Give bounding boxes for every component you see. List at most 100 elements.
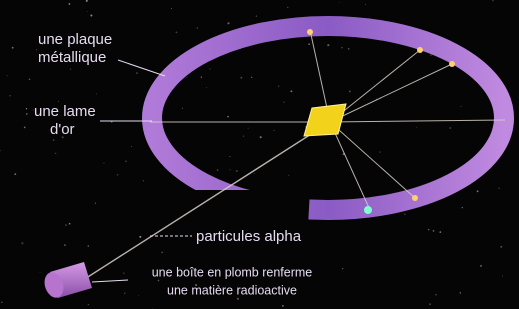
star [1,301,3,303]
star [138,295,139,296]
star [88,304,89,305]
star [14,173,16,175]
star [64,244,66,246]
star [274,130,275,131]
star [209,68,210,69]
star [70,68,71,69]
star [500,246,502,248]
star [492,0,493,1]
star [7,75,8,76]
star [197,27,199,29]
star [435,294,436,295]
source-label: une boîte en plomb renferme [152,265,313,279]
star [236,170,238,172]
star [260,136,262,138]
star [348,48,350,50]
star [416,127,417,128]
star [125,161,127,163]
star [308,43,310,45]
star [460,106,461,107]
star [90,14,92,16]
star [201,76,202,77]
star [9,95,11,97]
star [117,174,119,176]
star [376,98,377,99]
star [342,268,343,269]
star [176,32,178,34]
foil-label: une lame [34,103,96,120]
star [161,252,162,253]
star [462,207,463,208]
star [450,127,451,128]
star [288,175,289,176]
star [182,108,183,109]
star [428,229,430,231]
star [136,72,138,74]
star [404,214,405,215]
star [278,86,279,87]
star [341,47,343,49]
star [55,153,56,154]
star [460,292,461,293]
star [230,156,231,157]
star [40,272,41,273]
star [433,230,435,232]
star [480,265,482,267]
plate-label: métallique [38,49,106,66]
star [26,108,27,109]
star [206,87,207,88]
star [227,22,229,24]
star [254,173,255,174]
diagram: une plaque métallique une lame d'or part… [0,0,519,309]
impact [412,195,418,201]
star [502,276,503,277]
star [95,203,96,204]
star [124,293,125,294]
star [88,245,90,247]
star [287,7,288,8]
plate-label: une plaque [38,31,112,48]
star [256,16,257,17]
impact [449,61,455,67]
star [282,305,284,307]
star [143,180,144,181]
star [339,2,340,3]
star [251,77,252,78]
star [365,4,366,5]
star [58,101,59,102]
impact [307,29,313,35]
star [68,3,70,5]
star [217,169,219,171]
star [26,113,27,114]
star [69,223,71,225]
star [380,152,381,153]
source-label: une matière radioactive [167,283,297,297]
star [477,190,479,192]
star [29,79,31,81]
star [131,146,132,147]
star [123,272,124,273]
star [103,162,104,163]
star [230,169,231,170]
foil-label: d'or [50,121,75,138]
star [171,8,172,9]
star [240,77,242,79]
star [430,54,431,55]
star [290,90,292,92]
star [36,49,37,50]
star [243,136,244,137]
star [429,303,431,305]
star [283,102,284,103]
particles-label: particules alpha [196,228,302,245]
star [139,236,141,238]
star [498,188,499,189]
page: une plaque métallique une lame d'or part… [0,0,519,309]
star [86,0,88,2]
star [96,93,97,94]
star [237,298,239,300]
star [440,231,442,233]
impact [417,47,423,53]
star [248,128,249,129]
star [227,116,229,118]
star [21,242,23,244]
